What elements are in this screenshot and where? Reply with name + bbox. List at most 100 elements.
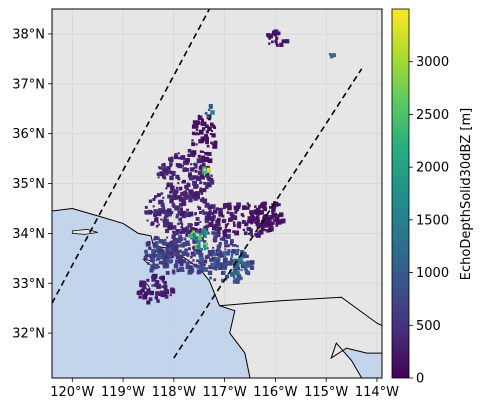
colorbar-gradient (391, 8, 410, 379)
echo-pixel (188, 189, 194, 195)
echo-pixel (244, 271, 248, 275)
echo-pixel (184, 191, 187, 193)
echo-pixel (196, 121, 201, 125)
left-edge (52, 9, 211, 304)
echo-pixel (215, 207, 219, 211)
echo-pixel (200, 269, 204, 274)
echo-pixel (275, 220, 280, 225)
echo-pixel (203, 259, 208, 264)
echo-pixel (177, 222, 180, 226)
echo-pixel (329, 55, 333, 59)
echo-pixel (202, 150, 205, 153)
echo-pixel (199, 187, 202, 190)
echo-pixel (234, 230, 240, 236)
echo-pixel (202, 211, 206, 215)
echo-pixel (166, 236, 169, 239)
echo-pixel (157, 193, 161, 197)
echo-pixel (174, 153, 178, 156)
echo-pixel (155, 224, 159, 228)
echo-pixel (173, 250, 176, 254)
echo-pixel (204, 172, 210, 178)
echo-pixel (165, 187, 168, 190)
echo-pixel (187, 223, 192, 228)
echo-pixel (155, 280, 160, 285)
echo-pixel (231, 244, 235, 247)
echo-pixel (164, 252, 168, 256)
echo-pixel (234, 207, 239, 212)
echo-pixel (170, 287, 175, 292)
echo-pixel (181, 198, 186, 203)
echo-pixel (194, 124, 197, 128)
echo-pixel (277, 213, 281, 218)
echo-pixel (179, 244, 183, 247)
echo-pixel (226, 234, 231, 239)
echo-pixel (263, 207, 268, 212)
echo-pixel (194, 132, 198, 136)
echo-pixel (159, 171, 165, 177)
echo-pixel (188, 234, 191, 237)
echo-pixel (216, 256, 221, 260)
echo-pixel (158, 200, 162, 205)
echo-pixel (238, 258, 241, 262)
echo-pixel (175, 207, 179, 211)
echo-pixel (203, 234, 206, 238)
echo-pixel (154, 217, 159, 221)
swath-edges (52, 9, 363, 359)
echo-pixel (218, 262, 224, 268)
echo-pixel (242, 261, 246, 266)
echo-pixel (207, 167, 211, 172)
echo-pixel (197, 235, 202, 241)
echo-pixel (186, 183, 191, 188)
echo-pixel (148, 246, 152, 250)
echo-pixel (222, 251, 228, 256)
x-axis-ticks: 120°W 119°W 118°W 117°W 116°W 115°W 114°W (50, 378, 399, 400)
echo-pixel (198, 267, 201, 270)
echo-pixel (172, 237, 176, 241)
echo-pixel (204, 235, 207, 238)
echo-pixel (164, 238, 167, 242)
echo-pixel (167, 208, 172, 213)
echo-pixel (188, 176, 194, 181)
echo-pixel (199, 228, 203, 232)
echo-pixel (151, 249, 157, 254)
echo-pixel (169, 222, 173, 226)
echo-pixel (164, 254, 169, 259)
echo-pixel (161, 280, 165, 283)
echo-pixel (191, 131, 196, 136)
echo-pixel (168, 182, 173, 187)
echo-pixel (177, 163, 182, 169)
echo-pixel (156, 246, 160, 250)
echo-pixel (214, 252, 219, 256)
echo-pixel (157, 251, 161, 255)
echo-pixel (176, 237, 179, 241)
echo-pixel (156, 221, 159, 224)
echo-pixel (198, 242, 201, 245)
echo-pixel (234, 270, 240, 276)
echo-pixel (232, 230, 235, 234)
echo-pixel (207, 177, 212, 182)
echo-pixel (218, 252, 224, 258)
echo-pixel (229, 217, 234, 222)
echo-pixel (212, 226, 217, 231)
echo-pixel (246, 270, 249, 273)
echo-pixel (210, 204, 216, 209)
echo-pixel (225, 278, 228, 281)
echo-pixel (196, 244, 201, 249)
echo-pixel (177, 152, 180, 155)
echo-pixel (171, 203, 176, 207)
echo-pixel (212, 252, 217, 256)
echo-pixel (272, 206, 276, 210)
echo-pixel (150, 265, 155, 271)
echo-pixel (170, 198, 174, 202)
echo-pixel (143, 255, 148, 260)
echo-pixel (179, 212, 184, 217)
echo-pixel (232, 279, 238, 284)
echo-pixel (244, 263, 248, 267)
echo-pixel (260, 226, 265, 231)
echo-pixel (233, 276, 236, 279)
echo-pixel (186, 240, 190, 244)
echo-pixel (194, 169, 198, 173)
echo-pixel (236, 202, 241, 208)
x-tick-label: 117°W (203, 385, 247, 400)
echo-pixel (266, 33, 270, 37)
